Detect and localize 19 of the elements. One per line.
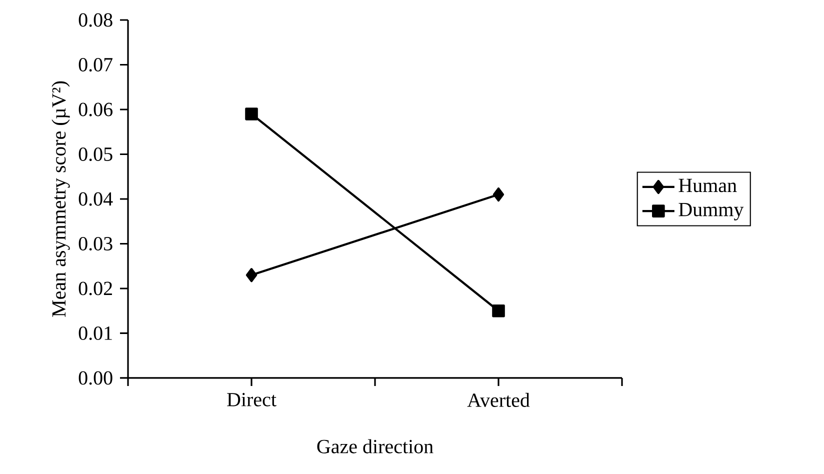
x-axis-title: Gaze direction [317, 439, 434, 454]
point [492, 187, 504, 202]
point [245, 108, 258, 120]
y-tick-label: 0.01 [78, 326, 112, 340]
y-tick-label: 0.06 [78, 102, 112, 116]
y-axis-title: Mean asymmetry score (µV²) [52, 81, 70, 317]
y-tick-label: 0.03 [78, 236, 112, 251]
y-tick-label: 0.05 [78, 147, 112, 162]
y-tick-label: 0.04 [78, 192, 113, 206]
x-tick-label: Averted [467, 392, 530, 407]
legend-label: Dummy [678, 203, 744, 220]
y-tick-label: 0.07 [78, 58, 112, 72]
legend-label: Human [678, 178, 737, 192]
y-tick-label: 0.00 [78, 371, 112, 385]
point [492, 304, 505, 318]
point [246, 268, 258, 282]
y-tick-label: 0.02 [78, 282, 112, 296]
x-tick-label: Direct [227, 392, 276, 406]
y-tick-label: 0.08 [78, 13, 112, 27]
